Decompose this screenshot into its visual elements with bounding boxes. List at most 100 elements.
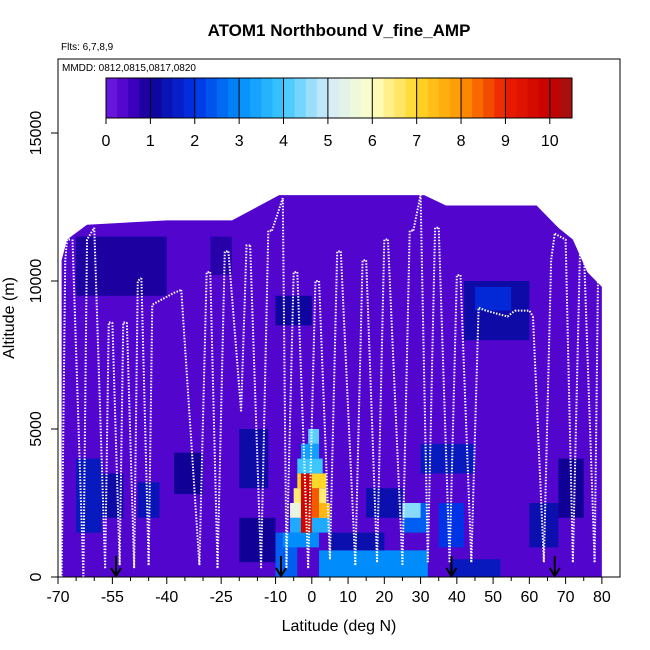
x-tick-label: -25 [210,589,233,606]
x-tick-label: 20 [375,589,393,606]
colorbar-segment [538,78,551,118]
colorbar-tick-label: 5 [323,133,332,150]
x-tick-label: 40 [448,589,466,606]
colorbar-segment [405,78,418,118]
colorbar-segment [216,78,229,118]
colorbar-segment [316,78,329,118]
colorbar-segment [350,78,362,118]
colorbar-segment [461,78,473,118]
plot-frame [57,58,621,578]
heatmap-cell [319,503,330,518]
colorbar-segment [305,78,318,118]
heatmap-cell [239,517,276,563]
colorbar-segment [283,78,296,118]
colorbar-segment [361,78,373,118]
x-tick-label: 30 [412,589,430,606]
flight-track [412,194,429,563]
colorbar-segment [161,78,174,118]
colorbar-segment [527,78,540,118]
colorbar-segment [472,78,484,118]
y-tick-label: 10000 [28,259,45,304]
flight-track [296,272,310,569]
flight-track [554,232,574,563]
flight-track [376,238,388,563]
heatmap-cell [304,488,312,503]
colorbar-segment [205,78,218,118]
heatmap-cell [449,559,501,577]
colorbar-segment [327,78,340,118]
flight-track [354,259,367,566]
colorbar-segment [549,78,562,118]
flight-track [260,229,272,569]
latitude-arrow [445,556,458,578]
colorbar-segment [194,78,207,118]
colorbar-segment [494,78,506,118]
x-tick-label: -70 [46,589,69,606]
flight-track [60,238,71,578]
x-axis: -70 -55 -40 -25 -10 0 10 20 30 40 50 60 70 80 [46,577,611,606]
colorbar-tick-label: 0 [102,133,111,150]
flights-note: Flts: 6,7,8,9 [61,42,114,53]
heatmap-cell [137,482,160,518]
flight-track [386,239,404,566]
flight-track [111,322,121,566]
latitude-arrow [548,556,561,578]
colorbar-segment [250,78,262,118]
colorbar-segment [272,78,285,118]
flight-track [426,226,439,563]
colorbar-segment [150,78,162,118]
heatmap-cell [300,443,320,459]
flight-track [82,227,96,578]
heatmap-cell [282,532,320,548]
colorbar-segment [117,78,129,118]
x-tick-label: 70 [557,589,575,606]
flight-track [209,272,219,569]
colorbar-tick-label: 7 [412,133,421,150]
flight-track [216,250,229,569]
heatmap-cell [366,488,403,518]
colorbar-tick-label: 9 [501,133,510,150]
heatmap-cell [329,532,385,551]
colorbar-tick-label: 3 [235,133,244,150]
flight-track [401,229,414,566]
latitude-arrow [275,556,287,578]
colorbar-segment [483,78,495,118]
heatmap-cell [311,488,320,518]
colorbar-segment [228,78,240,118]
flight-track [593,256,602,563]
colorbar-segment [128,78,140,118]
colorbar-segment [383,78,395,118]
colorbar-segment [505,78,518,118]
colorbar-segment [239,78,251,118]
colorbar-segment [449,78,462,118]
flight-track [104,321,113,569]
flight-track [147,288,182,566]
x-tick-label: -55 [101,589,124,606]
flight-track [582,245,596,563]
colorbar-segment [106,78,118,118]
x-tick-label: 80 [593,589,611,606]
colorbar-segment [438,78,451,118]
flight-track [470,306,516,563]
y-tick-label: 15000 [28,111,45,156]
chart-title: ATOM1 Northbound V_fine_AMP [208,21,471,40]
flight-track [240,244,251,412]
colorbar-segment [560,78,573,118]
colorbar-segment [172,78,185,118]
colorbar-segment [261,78,273,118]
colorbar-tick-label: 6 [368,133,377,150]
dates-note: MMDD: 0812,0815,0817,0820 [62,63,196,74]
colorbar-segment [372,78,384,118]
colorbar-tick-label: 8 [457,133,466,150]
colorbar-segment [394,78,407,118]
colorbar-tick-label: 2 [190,133,199,150]
flight-track [71,239,85,578]
colorbar-segment [294,78,307,118]
y-tick-label: 0 [28,572,45,581]
heatmap-cell [308,429,320,444]
colorbar-segment [516,78,529,118]
colorbar-tick-label: 1 [146,133,155,150]
flight-track [125,322,136,569]
heatmap-cell [76,236,167,296]
